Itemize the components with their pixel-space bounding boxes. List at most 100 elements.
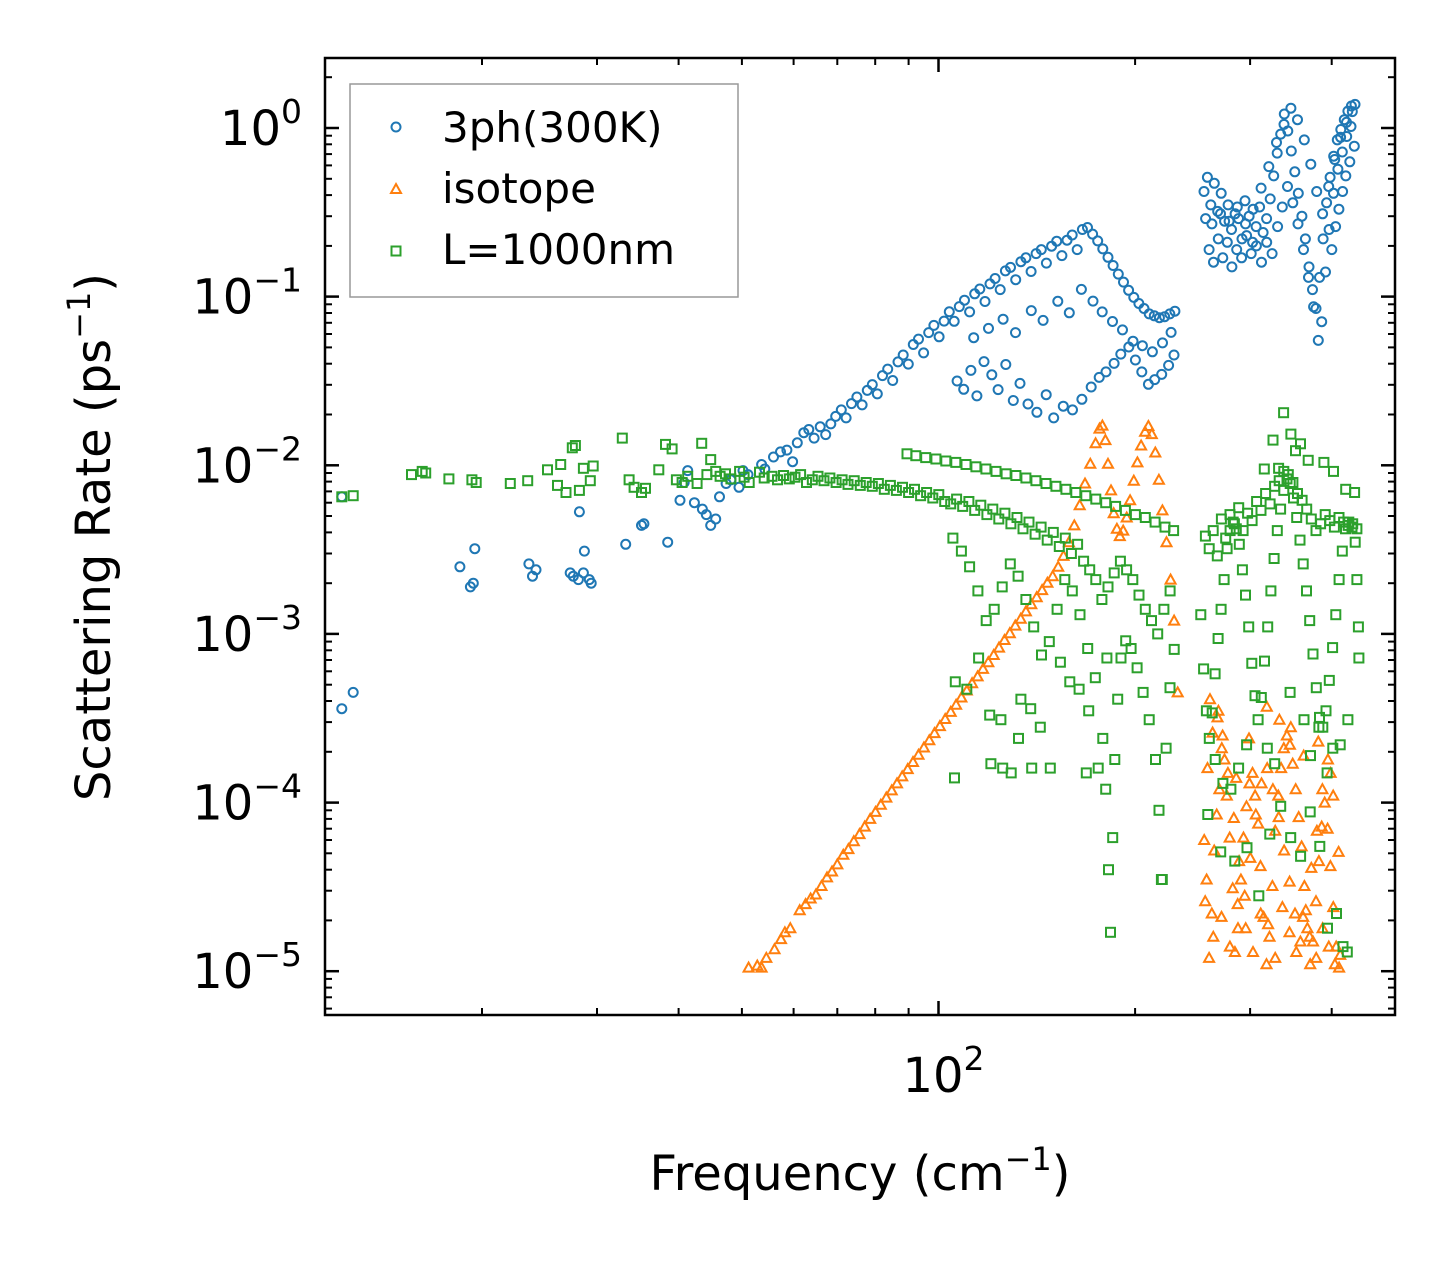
data-point — [754, 960, 769, 973]
data-point — [1197, 832, 1211, 845]
data-point — [1353, 652, 1365, 664]
data-point — [1297, 558, 1309, 570]
data-point — [1010, 470, 1022, 481]
data-point — [1064, 676, 1076, 688]
data-point — [1282, 181, 1293, 192]
data-point — [1278, 407, 1290, 419]
data-point — [1237, 525, 1249, 537]
data-point — [973, 652, 985, 664]
data-point — [1083, 705, 1095, 717]
data-point — [1292, 187, 1304, 199]
data-point — [1225, 783, 1237, 795]
data-point — [1229, 855, 1241, 867]
data-point — [890, 484, 902, 496]
data-point — [1268, 950, 1282, 963]
data-point — [863, 811, 877, 824]
data-point — [1130, 455, 1145, 468]
data-point — [741, 960, 756, 973]
data-point — [781, 444, 793, 456]
data-point — [1260, 488, 1272, 499]
data-point — [653, 464, 665, 476]
data-point — [809, 887, 823, 900]
data-point — [674, 494, 686, 506]
data-point — [803, 424, 815, 435]
data-point — [1164, 682, 1176, 694]
data-point — [1067, 404, 1078, 416]
data-point — [1107, 316, 1118, 327]
data-point — [1231, 244, 1243, 256]
data-point — [1295, 850, 1307, 862]
data-point — [1203, 543, 1215, 555]
data-point — [1149, 516, 1161, 528]
data-point — [1239, 195, 1251, 207]
data-point — [1303, 261, 1315, 273]
data-point — [922, 733, 936, 746]
data-point — [1315, 819, 1329, 832]
data-point — [676, 477, 688, 488]
data-point — [1346, 106, 1358, 118]
data-point — [1258, 463, 1270, 475]
data-point — [1040, 257, 1052, 269]
x-axis-label-main: Frequency (cm — [649, 1146, 1004, 1202]
data-point — [1112, 268, 1124, 280]
data-point — [897, 349, 909, 361]
y-axis-label-main: Scattering Rate (ps — [66, 339, 122, 801]
data-point — [1090, 574, 1102, 586]
data-point — [1261, 742, 1273, 754]
data-point — [1093, 371, 1105, 383]
data-point — [825, 418, 837, 430]
data-point — [1264, 193, 1276, 205]
data-point — [1133, 589, 1145, 601]
data-point — [963, 496, 975, 507]
data-point — [1005, 518, 1017, 530]
data-point — [1043, 636, 1055, 648]
data-point — [1271, 525, 1283, 537]
data-point — [789, 471, 801, 483]
data-point — [1278, 118, 1290, 130]
data-point — [1066, 585, 1078, 597]
data-point — [1303, 957, 1317, 970]
data-point — [1057, 400, 1069, 412]
legend-label-l1000: L=1000nm — [442, 225, 675, 274]
data-point — [1314, 840, 1326, 852]
data-point — [768, 451, 779, 463]
data-point — [1341, 946, 1353, 958]
data-point — [992, 384, 1004, 396]
data-point — [1217, 252, 1229, 264]
data-point — [830, 857, 844, 870]
data-point — [1000, 359, 1012, 370]
data-point — [1156, 368, 1168, 380]
data-point — [504, 478, 516, 489]
data-point — [1231, 921, 1245, 934]
data-point — [1011, 512, 1023, 523]
data-point — [1067, 518, 1081, 531]
data-point — [1264, 828, 1276, 840]
data-point — [927, 726, 942, 739]
data-point — [1227, 810, 1241, 823]
data-point — [1321, 767, 1333, 779]
data-point — [1121, 564, 1133, 576]
data-point — [984, 278, 996, 290]
data-point — [954, 690, 969, 703]
data-point — [1109, 754, 1121, 765]
data-point — [990, 465, 1002, 477]
data-point — [847, 834, 861, 847]
legend-marker-3ph — [390, 121, 402, 133]
data-point — [1322, 922, 1333, 934]
data-point — [1160, 742, 1172, 754]
data-point — [1240, 589, 1251, 601]
data-point — [1210, 807, 1224, 820]
data-point — [903, 487, 915, 498]
data-point — [1323, 224, 1335, 235]
data-point — [1035, 521, 1047, 533]
data-point — [1163, 359, 1175, 371]
data-point — [989, 273, 1001, 284]
data-point — [1101, 456, 1115, 469]
data-point — [1309, 894, 1323, 907]
data-point — [1020, 594, 1032, 605]
data-point — [569, 440, 581, 451]
data-point — [950, 456, 962, 468]
data-point — [951, 375, 963, 387]
data-point — [1242, 776, 1257, 789]
data-point — [1228, 518, 1240, 530]
